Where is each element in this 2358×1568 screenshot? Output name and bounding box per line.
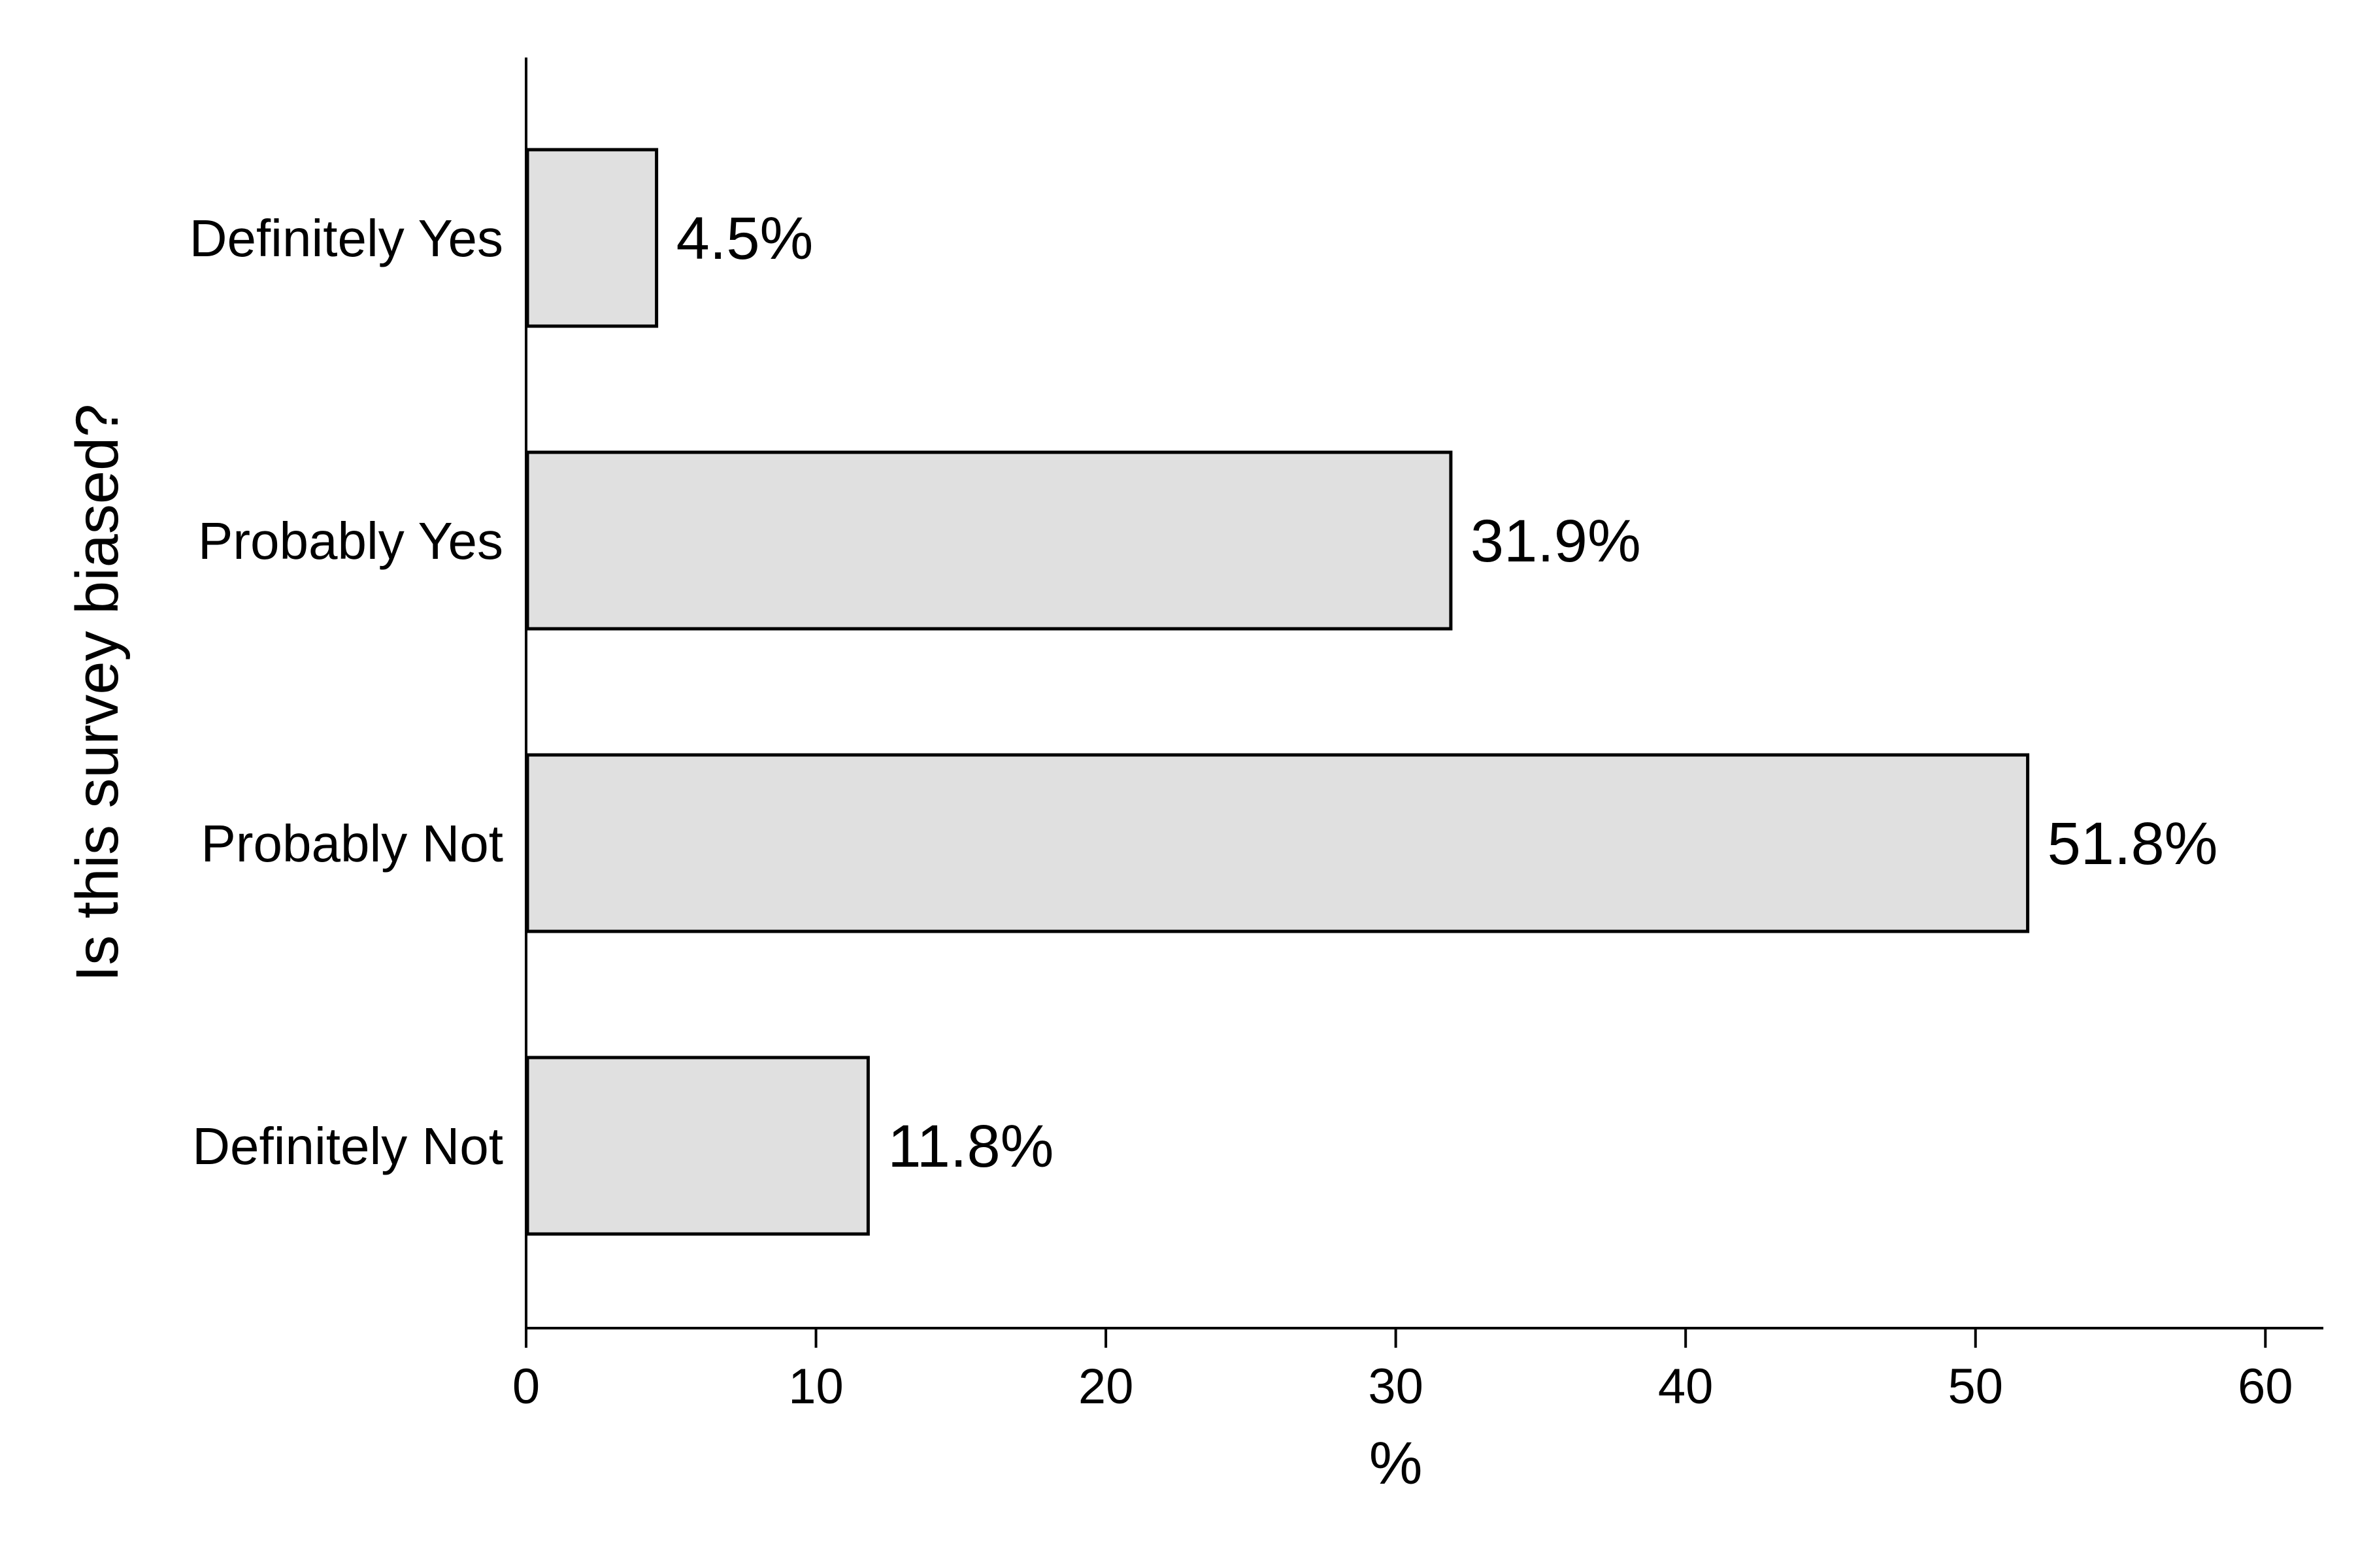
x-tick-label-1: 10 bbox=[788, 1359, 844, 1414]
bar-3 bbox=[525, 1056, 870, 1236]
bar-1 bbox=[525, 450, 1453, 631]
data-label-0: 4.5% bbox=[676, 205, 814, 272]
category-label-1: Probably Yes bbox=[198, 512, 503, 570]
x-ticks-group: 0 10 20 30 40 50 60 bbox=[512, 1328, 2293, 1414]
bar-2 bbox=[525, 753, 2030, 933]
data-label-3: 11.8% bbox=[888, 1113, 1054, 1180]
bars-group bbox=[525, 148, 2030, 1236]
x-tick-label-0: 0 bbox=[512, 1359, 540, 1414]
x-tick-label-2: 20 bbox=[1078, 1359, 1134, 1414]
data-labels-group: 4.5% 31.9% 51.8% 11.8% bbox=[676, 205, 2218, 1180]
y-axis-title: Is this survey biased? bbox=[64, 404, 131, 982]
x-tick-label-4: 40 bbox=[1658, 1359, 1714, 1414]
x-axis-title: % bbox=[1369, 1430, 1423, 1497]
bar-0 bbox=[525, 148, 659, 328]
category-labels-group: Definitely Yes Probably Yes Probably Not De… bbox=[190, 209, 503, 1175]
data-label-2: 51.8% bbox=[2048, 810, 2218, 877]
x-tick-label-3: 30 bbox=[1368, 1359, 1423, 1414]
data-label-1: 31.9% bbox=[1470, 508, 1641, 575]
x-tick-label-5: 50 bbox=[1948, 1359, 2003, 1414]
category-label-2: Probably Not bbox=[201, 814, 503, 873]
x-tick-label-6: 60 bbox=[2238, 1359, 2293, 1414]
category-label-0: Definitely Yes bbox=[190, 209, 503, 267]
category-label-3: Definitely Not bbox=[192, 1117, 503, 1175]
